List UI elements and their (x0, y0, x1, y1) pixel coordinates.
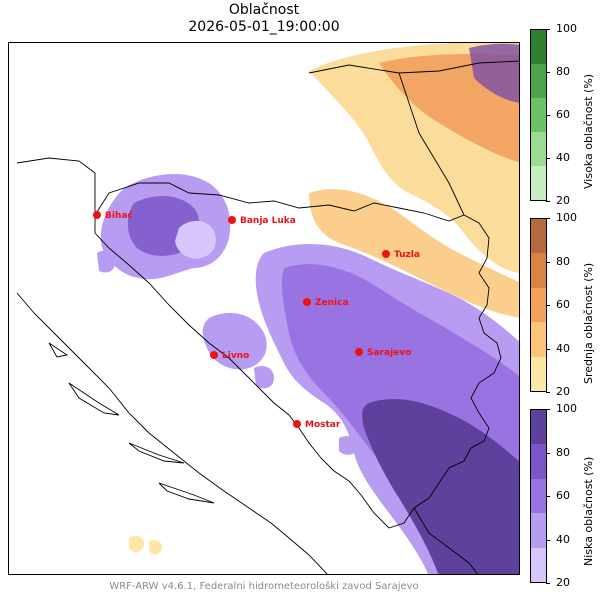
tick-mid-100: 100 (546, 212, 577, 224)
city-banja-luka: Banja Luka (228, 216, 296, 226)
colorbar-segment (531, 64, 546, 98)
colorbar-segment (531, 287, 546, 323)
cloud-cover-map: Bihać Banja Luka Tuzla Zenica Livno Sara… (16, 43, 519, 574)
city-bihac: Bihać (93, 210, 133, 221)
low-cloud-patch-5 (129, 535, 145, 553)
tick-high-100: 100 (546, 23, 577, 35)
tick-high-20: 20 (546, 195, 570, 207)
low-cloud-patch-7 (339, 436, 358, 455)
low-cloud-patch-3 (97, 250, 116, 273)
tick-high-40: 40 (546, 152, 570, 164)
montenegro-border (413, 507, 479, 574)
colorbar-segment (531, 444, 546, 479)
island-3 (158, 482, 215, 504)
colorbar-low-label: Niska oblačnost (%) (582, 456, 595, 566)
low-cloud-patch-6 (149, 540, 163, 555)
tick-mid-20: 20 (546, 386, 570, 398)
colorbar-segment (531, 132, 546, 166)
colorbar-segment (531, 98, 546, 132)
svg-text:Banja Luka: Banja Luka (240, 216, 296, 226)
croatia-border-north (16, 157, 96, 215)
colorbar-segment (531, 478, 546, 514)
svg-text:Livno: Livno (222, 351, 249, 361)
colorbar-mid (530, 218, 547, 392)
colorbar-segment (531, 166, 546, 200)
island-1 (68, 382, 120, 416)
coastline-west (16, 292, 328, 574)
island-2 (128, 442, 185, 464)
map-panel: Bihać Banja Luka Tuzla Zenica Livno Sara… (8, 42, 520, 575)
low-cloud-patch-4 (254, 366, 274, 389)
colorbar-segment (531, 219, 546, 254)
country-borders (16, 60, 519, 574)
colorbar-low (530, 409, 547, 583)
low-cloud-patch-1 (202, 313, 267, 370)
colorbar-segment (531, 356, 546, 391)
colorbar-segment (531, 513, 546, 548)
city-markers: Bihać Banja Luka Tuzla Zenica Livno Sara… (93, 210, 420, 430)
tick-low-40: 40 (546, 534, 570, 546)
upper-cloud-ne (469, 43, 519, 103)
svg-text:Zenica: Zenica (315, 298, 349, 308)
tick-high-80: 80 (546, 66, 570, 78)
colorbar-high (530, 29, 547, 201)
serbia-border (398, 72, 465, 216)
colorbar-segment (531, 322, 546, 357)
low-cloud-south-dense (362, 398, 519, 574)
low-cloud-patch-2 (175, 220, 216, 259)
tick-low-100: 100 (546, 403, 577, 415)
colorbar-segment (531, 30, 546, 64)
tick-low-60: 60 (546, 490, 570, 502)
svg-text:Bihać: Bihać (105, 210, 133, 221)
city-zenica: Zenica (303, 298, 349, 308)
island-4 (48, 342, 69, 358)
city-mostar: Mostar (293, 420, 341, 430)
chart-title: Oblačnost 2026-05-01_19:00:00 (8, 2, 520, 36)
tick-low-80: 80 (546, 447, 570, 459)
tick-high-60: 60 (546, 109, 570, 121)
city-tuzla: Tuzla (382, 250, 420, 260)
colorbar-high-label: Visoka oblačnost (%) (582, 73, 595, 189)
mid-cloud-band (309, 189, 519, 318)
colorbar-segment (531, 253, 546, 288)
city-sarajevo: Sarajevo (355, 348, 411, 358)
tick-mid-40: 40 (546, 343, 570, 355)
title-line-1: Oblačnost (228, 2, 300, 18)
svg-text:Mostar: Mostar (305, 420, 341, 430)
colorbar-segment (531, 410, 546, 445)
svg-text:Sarajevo: Sarajevo (367, 348, 411, 358)
svg-text:Tuzla: Tuzla (394, 250, 420, 260)
tick-mid-80: 80 (546, 256, 570, 268)
colorbar-segment (531, 547, 546, 582)
colorbar-mid-label: Srednja oblačnost (%) (582, 262, 595, 384)
cloud-fields (97, 43, 519, 574)
bih-border (94, 182, 502, 529)
hungary-border (308, 60, 519, 74)
tick-mid-60: 60 (546, 299, 570, 311)
city-livno: Livno (210, 351, 249, 361)
tick-low-20: 20 (546, 577, 570, 589)
title-line-2: 2026-05-01_19:00:00 (188, 19, 340, 35)
footer-credit: WRF-ARW v4.6.1, Federalni hidrometeorolo… (109, 581, 419, 592)
